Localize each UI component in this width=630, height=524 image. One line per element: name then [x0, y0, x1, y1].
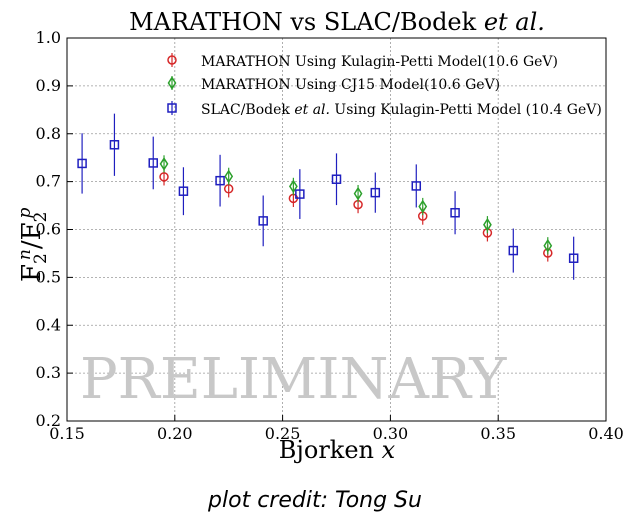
data-point-diamond	[224, 169, 234, 184]
y-tick-label: 0.8	[36, 124, 61, 143]
data-point-square	[258, 216, 268, 226]
data-point-circle	[159, 172, 169, 182]
x-tick-label: 0.40	[588, 424, 624, 443]
y-tick-label: 0.9	[36, 76, 61, 95]
y-tick-label: 0.5	[36, 267, 61, 286]
chart-title-italic: et al.	[484, 8, 545, 36]
y-label-f: F	[17, 222, 47, 240]
data-point-diamond	[159, 157, 169, 171]
y-tick-label: 0.2	[36, 411, 61, 430]
y-label-f: F	[17, 264, 47, 282]
y-tick-label: 0.7	[36, 172, 61, 191]
y-tick-label: 0.4	[36, 315, 61, 334]
chart-title-text: MARATHON vs SLAC/Bodek	[129, 8, 484, 36]
data-point-diamond	[288, 179, 298, 194]
legend-label-part: Using Kulagin-Petti Model (10.4 GeV)	[330, 102, 602, 118]
legend-label-part: MARATHON Using Kulagin-Petti Model(10.6 …	[201, 54, 558, 70]
data-point-square	[370, 187, 381, 198]
y-tick-label: 1.0	[36, 28, 61, 47]
data-point-square	[148, 158, 158, 168]
data-point-diamond	[543, 238, 553, 253]
y-label-superscript: n	[15, 249, 35, 260]
data-point-square	[295, 189, 305, 199]
legend: MARATHON Using Kulagin-Petti Model(10.6 …	[167, 53, 602, 118]
data-point-square	[331, 174, 342, 184]
legend-label: MARATHON Using CJ15 Model(10.6 GeV)	[201, 77, 500, 93]
x-tick-label: 0.20	[157, 424, 193, 443]
y-axis-label: F2n/F2p	[15, 208, 51, 282]
y-label-subscript: 2	[31, 212, 51, 223]
x-tick-label: 0.15	[49, 424, 85, 443]
axis-ticks: 0.15 0.20 0.25 0.30 0.35 0.40 0.2 0.3 0.4 0.5 0.6 0…	[36, 28, 624, 443]
data-point-square	[215, 175, 225, 186]
legend-marker-square	[167, 103, 177, 113]
legend-label-part: SLAC/Bodek	[201, 102, 294, 118]
x-axis-label: Bjorken x	[279, 436, 396, 464]
y-label-subscript: 2	[31, 253, 51, 264]
y-label-slash: /	[17, 240, 47, 249]
legend-marker-diamond	[167, 76, 177, 90]
plot-credit: plot credit: Tong Su	[208, 488, 422, 513]
y-label-superscript: p	[15, 208, 35, 219]
data-point-square	[77, 158, 87, 169]
x-axis-label-text: Bjorken	[279, 436, 382, 464]
data-point-square	[450, 207, 460, 218]
data-point-diamond	[483, 217, 492, 232]
data-point-diamond	[353, 186, 363, 201]
data-point-square	[508, 245, 519, 256]
y-tick-label: 0.3	[36, 363, 61, 382]
x-axis-label-variable: x	[382, 436, 396, 464]
watermark-text: PRELIMINARY	[80, 347, 507, 412]
legend-label: SLAC/Bodek et al. Using Kulagin-Petti Mo…	[201, 102, 602, 118]
data-point-square	[178, 186, 189, 196]
x-tick-label: 0.35	[480, 424, 516, 443]
chart: PRELIMINARY 0.15 0.20 0.25 0.30 0.35 0.400.20…	[15, 8, 624, 464]
legend-label-part: MARATHON Using CJ15 Model(10.6 GeV)	[201, 77, 500, 93]
data-point-square	[568, 253, 579, 263]
data-marks	[77, 113, 579, 280]
data-point-square	[411, 181, 422, 191]
legend-marker-circle	[167, 55, 177, 65]
y-tick-label: 0.6	[36, 220, 61, 239]
chart-title: MARATHON vs SLAC/Bodek et al.	[129, 8, 545, 36]
legend-label-part: et al.	[294, 102, 330, 118]
legend-label: MARATHON Using Kulagin-Petti Model(10.6 …	[201, 54, 558, 70]
data-point-square	[109, 140, 120, 150]
x-tick-label: 0.30	[373, 424, 409, 443]
data-point-diamond	[418, 199, 428, 214]
x-tick-label: 0.25	[265, 424, 301, 443]
